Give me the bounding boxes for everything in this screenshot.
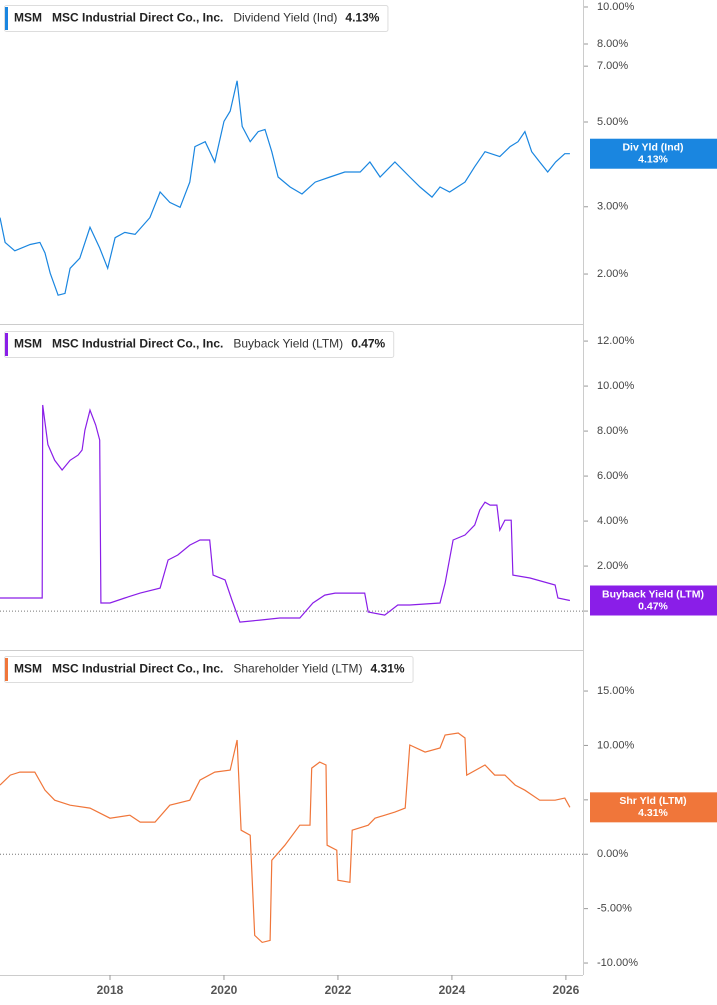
y-tick-label: -10.00% [597, 957, 638, 969]
header-text: 0.47% [351, 337, 385, 351]
header-text: Shareholder Yield (LTM) [233, 662, 362, 676]
header-text: MSC Industrial Direct Co., Inc. [52, 11, 223, 25]
header-bar [5, 333, 8, 356]
x-tick-label: 2018 [97, 983, 124, 997]
y-tick-label: 10.00% [597, 380, 635, 392]
y-tick-label: 12.00% [597, 335, 635, 347]
header-text: 4.31% [371, 662, 405, 676]
y-tick-label: 6.00% [597, 470, 628, 482]
series-line [0, 404, 571, 623]
x-tick-label: 2026 [553, 983, 580, 997]
y-tick-label: 3.00% [597, 201, 628, 213]
header-box [4, 5, 389, 32]
header-text: Buyback Yield (LTM) [233, 337, 343, 351]
value-tag [590, 138, 717, 169]
header-box [4, 331, 395, 358]
y-tick-label: 10.00% [597, 1, 635, 13]
y-tick-label: 4.00% [597, 515, 628, 527]
y-tick-label: 15.00% [597, 685, 635, 697]
y-tick-label: 8.00% [597, 38, 628, 50]
header-text: 4.13% [345, 11, 379, 25]
header-text: MSC Industrial Direct Co., Inc. [52, 337, 223, 351]
y-tick-label: 5.00% [597, 116, 628, 128]
x-tick-label: 2020 [211, 983, 238, 997]
y-tick-label: 7.00% [597, 60, 628, 72]
value-tag-value: 4.31% [638, 807, 668, 819]
value-tag-name: Buyback Yield (LTM) [602, 588, 704, 600]
header-text: Dividend Yield (Ind) [233, 11, 337, 25]
y-tick-label: 0.00% [597, 848, 628, 860]
series-line [0, 732, 571, 944]
value-tag [590, 792, 717, 823]
value-tag-value: 0.47% [638, 600, 668, 612]
value-tag-name: Shr Yld (LTM) [619, 795, 686, 807]
value-tag-value: 4.13% [638, 153, 668, 165]
header-box [4, 656, 414, 683]
x-tick-label: 2022 [325, 983, 352, 997]
header-bar [5, 7, 8, 30]
value-tag [590, 585, 717, 616]
header-bar [5, 658, 8, 681]
y-tick-label: 2.00% [597, 560, 628, 572]
y-tick-label: -5.00% [597, 903, 632, 915]
x-tick-label: 2024 [439, 983, 466, 997]
header-text: MSM [14, 662, 42, 676]
y-tick-label: 10.00% [597, 739, 635, 751]
y-tick-label: 2.00% [597, 268, 628, 280]
header-text: MSC Industrial Direct Co., Inc. [52, 662, 223, 676]
header-text: MSM [14, 337, 42, 351]
header-text: MSM [14, 11, 42, 25]
value-tag-name: Div Yld (Ind) [622, 141, 683, 153]
series-line [0, 80, 570, 296]
y-tick-label: 8.00% [597, 425, 628, 437]
